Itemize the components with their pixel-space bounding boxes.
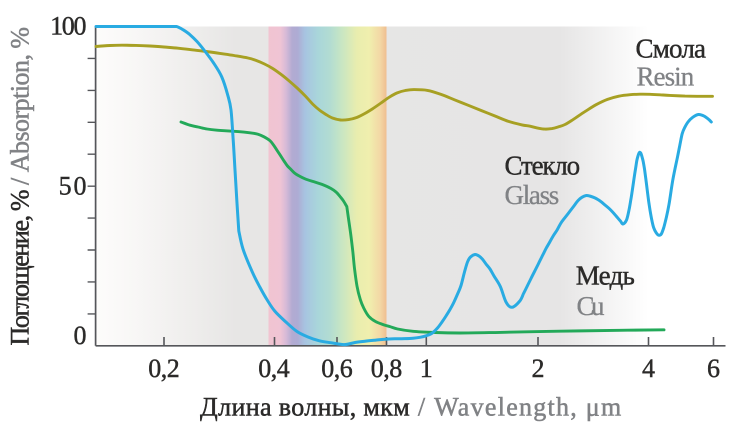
svg-text:Стекло: Стекло — [505, 150, 581, 180]
svg-text:Длина волны, мкм / Wavelength,: Длина волны, мкм / Wavelength, μm — [200, 393, 621, 422]
svg-text:0: 0 — [74, 321, 87, 350]
svg-text:Смола: Смола — [636, 33, 707, 63]
svg-text:Медь: Медь — [576, 261, 635, 291]
svg-text:Cu: Cu — [577, 291, 606, 321]
svg-text:Resin: Resin — [637, 62, 695, 92]
svg-text:50: 50 — [59, 172, 87, 201]
svg-text:6: 6 — [707, 354, 720, 383]
svg-text:100: 100 — [50, 11, 86, 40]
svg-text:0,4: 0,4 — [258, 354, 290, 383]
svg-text:Glass: Glass — [505, 180, 560, 210]
svg-text:Поглощение, % / Absorption, %: Поглощение, % / Absorption, % — [6, 27, 35, 346]
svg-text:0,6: 0,6 — [321, 354, 353, 383]
svg-text:0,2: 0,2 — [148, 354, 180, 383]
svg-text:0,8: 0,8 — [371, 354, 403, 383]
svg-text:1: 1 — [420, 354, 433, 383]
svg-text:2: 2 — [532, 354, 545, 383]
svg-text:4: 4 — [642, 354, 655, 383]
